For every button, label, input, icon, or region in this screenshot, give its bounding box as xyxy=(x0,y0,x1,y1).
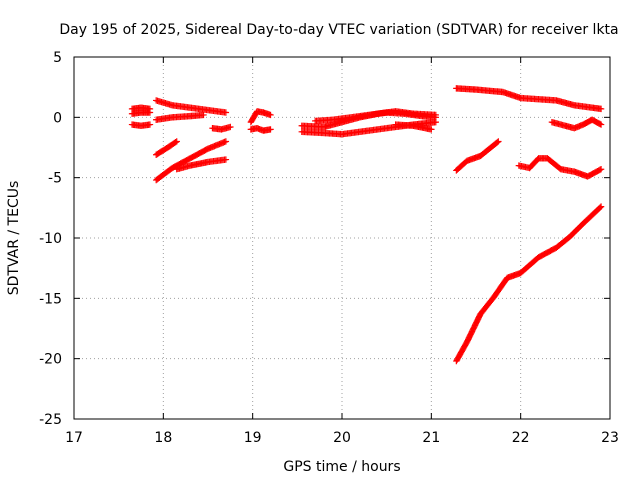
data-series-arc-b xyxy=(152,97,230,116)
data-point xyxy=(596,166,604,174)
data-point xyxy=(172,139,179,146)
y-tick-label: -5 xyxy=(48,171,62,187)
x-tick-label: 23 xyxy=(601,430,619,446)
x-tick-label: 18 xyxy=(154,430,172,446)
data-point xyxy=(173,138,180,145)
data-point xyxy=(596,120,604,128)
grid-layer xyxy=(74,57,610,419)
data-point xyxy=(494,139,501,146)
data-layer xyxy=(128,85,605,365)
data-point xyxy=(200,111,207,119)
data-point xyxy=(222,138,230,145)
data-point xyxy=(146,109,154,116)
data-series-arc-h2 xyxy=(247,124,274,134)
data-point xyxy=(597,166,605,173)
y-axis-label: SDTVAR / TECUs xyxy=(6,181,22,296)
data-series-arc-m xyxy=(453,85,605,113)
y-tick-label: 5 xyxy=(53,50,62,66)
data-series-arc-q xyxy=(453,203,605,365)
data-series-arc-f xyxy=(173,156,230,173)
data-point xyxy=(597,105,605,113)
data-series-arc-k xyxy=(312,109,439,125)
y-tick-label: -15 xyxy=(39,291,62,307)
data-point xyxy=(495,138,502,145)
data-point xyxy=(596,204,604,211)
x-tick-label: 17 xyxy=(65,430,83,446)
data-series-arc-n xyxy=(548,116,605,132)
data-point xyxy=(267,111,274,119)
y-tick-label: -10 xyxy=(39,231,62,247)
data-series-arc-h1 xyxy=(247,108,274,126)
x-tick-label: 19 xyxy=(244,430,262,446)
data-series-arc-a2 xyxy=(128,109,154,117)
data-series-arc-g xyxy=(209,123,234,133)
data-point xyxy=(428,126,435,133)
data-series-arc-p xyxy=(515,155,605,180)
x-tick-label: 21 xyxy=(422,430,440,446)
data-series-arc-a3 xyxy=(128,121,154,129)
data-series-arc-c xyxy=(152,111,207,123)
y-tick-label: -20 xyxy=(39,352,62,368)
data-series-arc-o xyxy=(453,138,502,174)
data-point xyxy=(597,203,605,210)
tick-layer: 17 18 19 20 21 22 23 -25 -20 -15 -10 -5 0 5 xyxy=(39,50,619,446)
data-point xyxy=(227,123,234,131)
x-axis-label: GPS time / hours xyxy=(283,459,400,475)
data-series-arc-d xyxy=(152,138,180,158)
data-point xyxy=(222,156,230,163)
x-tick-label: 22 xyxy=(512,430,530,446)
chart-title: Day 195 of 2025, Sidereal Day-to-day VTE… xyxy=(59,22,618,38)
data-point xyxy=(146,121,154,128)
data-series-arc-e xyxy=(152,138,230,184)
data-point xyxy=(597,121,605,128)
data-point xyxy=(267,126,274,133)
data-series-arc-l xyxy=(392,121,435,133)
data-point xyxy=(432,114,439,121)
x-tick-label: 20 xyxy=(333,430,351,446)
y-tick-label: -25 xyxy=(39,412,62,428)
y-tick-label: 0 xyxy=(53,110,62,126)
data-point xyxy=(222,109,230,116)
